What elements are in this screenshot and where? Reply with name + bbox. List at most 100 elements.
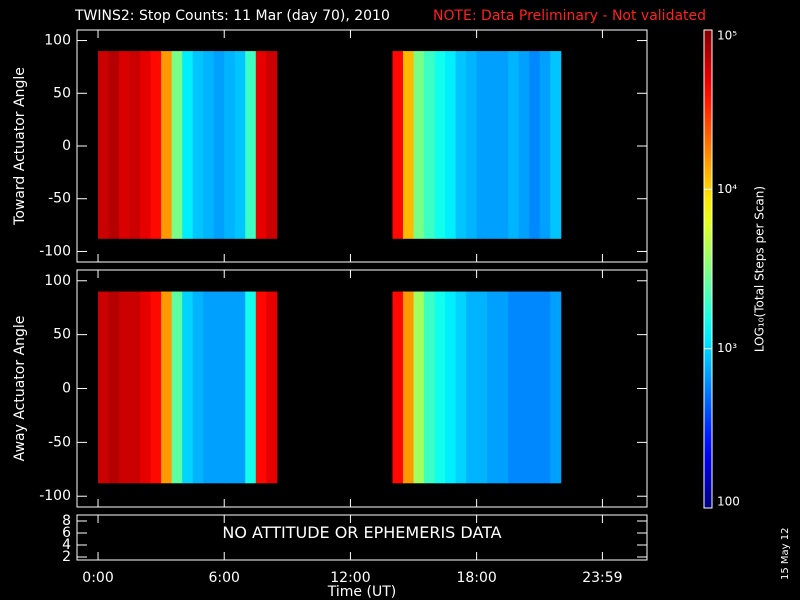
heatmap-cell (487, 51, 499, 239)
x-tick-label: 0:00 (82, 570, 113, 586)
heatmap-cell (150, 51, 162, 239)
heatmap-cell (234, 291, 246, 484)
heatmap-cell (224, 291, 236, 484)
x-axis-label: Time (UT) (327, 584, 396, 600)
heatmap-cell (98, 51, 110, 239)
heatmap-cell (413, 291, 425, 484)
y-tick-label: 100 (44, 273, 71, 289)
y-tick-label: 0 (62, 138, 71, 154)
heatmap-cell (192, 291, 204, 484)
y-tick-label: 0 (62, 381, 71, 397)
x-tick-label: 18:00 (456, 570, 496, 586)
y-tick-label: -50 (48, 434, 71, 450)
heatmap-cell (171, 291, 183, 484)
annotation: NO ATTITUDE OR EPHEMERIS DATA (222, 523, 501, 542)
note: NOTE: Data Preliminary - Not validated (433, 8, 706, 24)
heatmap-cell (245, 51, 257, 239)
heatmap-cell (508, 291, 520, 484)
heatmap-cell (119, 51, 131, 239)
heatmap-cell (203, 291, 215, 484)
y-tick-label: -100 (39, 488, 71, 504)
heatmap-cell (392, 291, 404, 484)
y-tick-label: -100 (39, 243, 71, 259)
heatmap-cell (203, 51, 215, 239)
heatmap-cell (550, 51, 562, 239)
heatmap-cell (539, 51, 551, 239)
heatmap-cell (434, 51, 446, 239)
y-tick-label: -50 (48, 191, 71, 207)
y-tick-label: 4 (62, 537, 71, 553)
heatmap-cell (213, 291, 225, 484)
heatmap-cell (518, 291, 530, 484)
heatmap-cell (529, 291, 541, 484)
heatmap-cell (266, 51, 278, 239)
colorbar-tick-label: 10⁴ (717, 182, 737, 196)
colorbar-tick-label: 100 (717, 495, 740, 509)
heatmap-cell (108, 291, 120, 484)
heatmap-cell (434, 291, 446, 484)
heatmap-cell (129, 51, 141, 239)
y-axis-label: Toward Actuator Angle (12, 67, 28, 226)
y-axis-label: Away Actuator Angle (12, 316, 28, 462)
heatmap-cell (392, 51, 404, 239)
y-tick-label: 2 (62, 549, 71, 565)
heatmap-cell (445, 51, 457, 239)
heatmap-cell (255, 51, 267, 239)
heatmap-cell (98, 291, 110, 484)
x-tick-label: 23:59 (582, 570, 622, 586)
heatmap-cell (539, 291, 551, 484)
y-tick-label: 100 (44, 33, 71, 49)
y-tick-label: 8 (62, 513, 71, 529)
heatmap-cell (161, 51, 173, 239)
heatmap-cell (529, 51, 541, 239)
heatmap-cell (424, 51, 436, 239)
date-stamp: 15 May 12 (780, 528, 791, 580)
heatmap-cell (455, 51, 467, 239)
heatmap-cell (403, 291, 415, 484)
heatmap-cell (140, 51, 152, 239)
y-tick-label: 50 (53, 327, 71, 343)
x-tick-label: 12:00 (330, 570, 370, 586)
heatmap-cell (161, 291, 173, 484)
heatmap-cell (213, 51, 225, 239)
heatmap-cell (129, 291, 141, 484)
heatmap-cell (466, 51, 478, 239)
heatmap-cell (150, 291, 162, 484)
heatmap-cell (487, 291, 499, 484)
heatmap-cell (182, 291, 194, 484)
heatmap-cell (140, 291, 152, 484)
x-tick-label: 6:00 (209, 570, 240, 586)
y-tick-label: 6 (62, 525, 71, 541)
title: TWINS2: Stop Counts: 11 Mar (day 70), 20… (74, 8, 390, 24)
heatmap-cell (518, 51, 530, 239)
heatmap-cell (234, 51, 246, 239)
heatmap-cell (466, 291, 478, 484)
heatmap-cell (192, 51, 204, 239)
heatmap-cell (403, 51, 415, 239)
y-tick-label: 50 (53, 85, 71, 101)
heatmap-cell (171, 51, 183, 239)
heatmap-cell (266, 291, 278, 484)
heatmap-cell (255, 291, 267, 484)
heatmap-cell (476, 291, 488, 484)
heatmap-cell (508, 51, 520, 239)
heatmap-cell (424, 291, 436, 484)
colorbar-tick-label: 10⁵ (717, 29, 737, 43)
heatmap-cell (413, 51, 425, 239)
heatmap-cell (224, 51, 236, 239)
heatmap-cell (182, 51, 194, 239)
heatmap-cell (550, 291, 562, 484)
heatmap-cell (476, 51, 488, 239)
panel-frame (76, 514, 648, 561)
heatmap-cell (445, 291, 457, 484)
heatmap-cell (108, 51, 120, 239)
heatmap-cell (497, 51, 509, 239)
colorbar-tick-label: 10³ (717, 341, 737, 355)
heatmap-cell (455, 291, 467, 484)
colorbar-label: LOG₁₀(Total Steps per Scan) (753, 186, 767, 352)
heatmap-cell (119, 291, 131, 484)
heatmap-cell (245, 291, 257, 484)
heatmap-cell (497, 291, 509, 484)
colorbar (703, 29, 713, 509)
